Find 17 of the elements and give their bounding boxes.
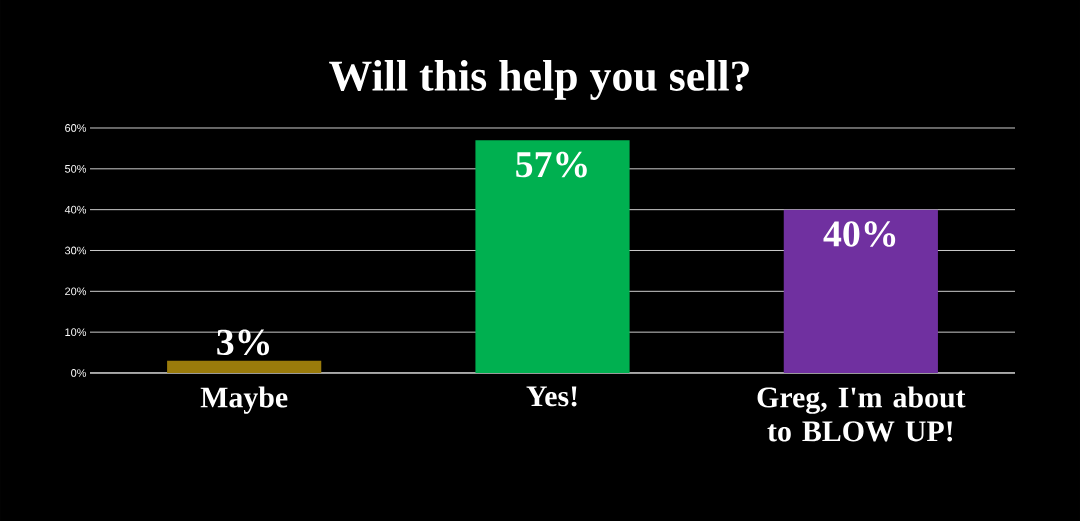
x-tick-label: Yes!: [526, 386, 577, 407]
y-tick-label: 30%: [64, 246, 87, 255]
data-label: 57%: [516, 151, 587, 178]
y-tick-label: 20%: [65, 287, 87, 296]
y-tick-label: 10%: [65, 328, 87, 337]
y-tick-label: 0%: [71, 369, 87, 377]
data-label: 3%: [217, 329, 270, 356]
data-label: 40%: [823, 221, 896, 247]
bar: [475, 140, 630, 373]
bar: [167, 360, 322, 373]
bar: [783, 209, 938, 373]
x-tick-label: Greg, I'm about to BLOW UP!: [757, 386, 966, 442]
y-tick-label: 50%: [64, 164, 87, 173]
y-tick-label: 40%: [64, 205, 87, 214]
chart-title: Will this help you sell?: [329, 60, 749, 100]
y-tick-label: 60%: [65, 124, 87, 132]
x-tick-label: Maybe: [200, 386, 288, 414]
